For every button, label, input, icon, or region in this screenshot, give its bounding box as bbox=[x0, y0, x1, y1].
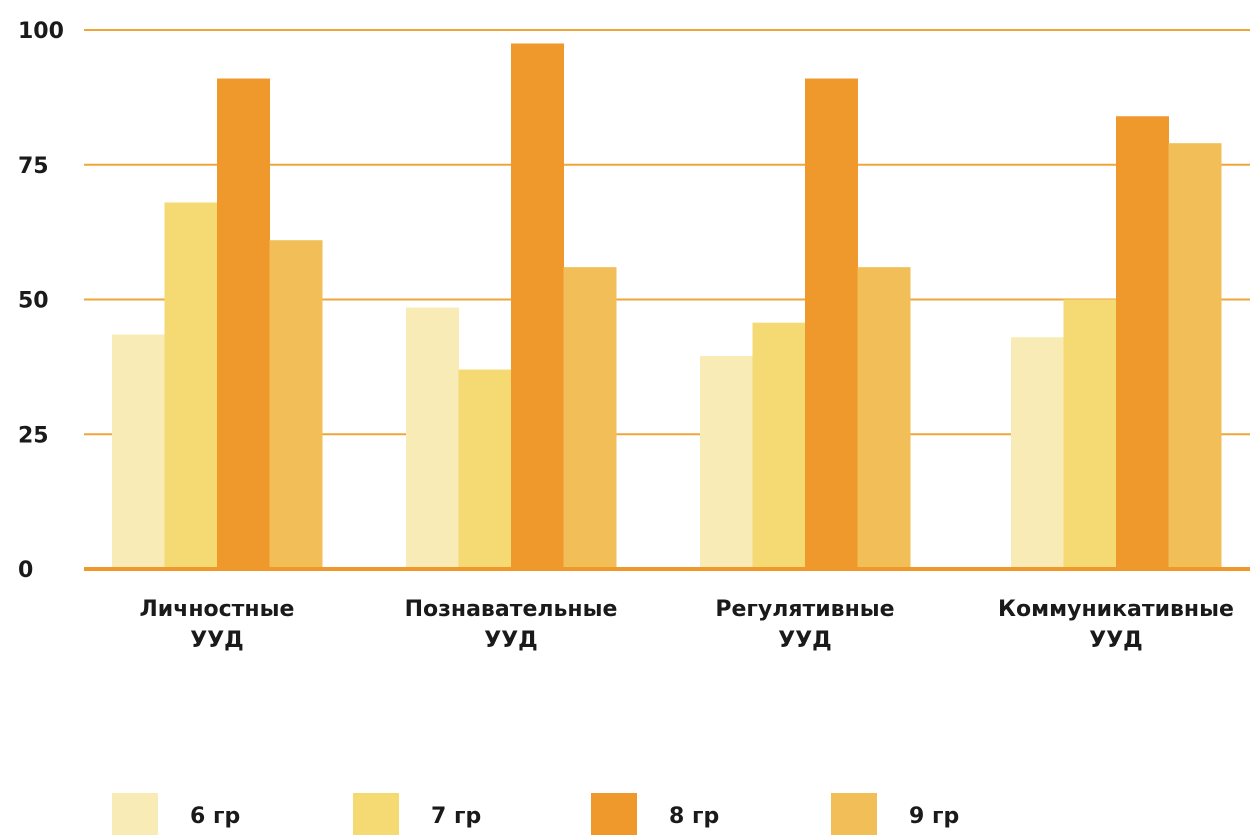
category-label: УУД bbox=[190, 628, 244, 653]
legend-swatch bbox=[112, 793, 158, 835]
y-tick-label: 25 bbox=[18, 423, 49, 448]
legend-item: 8 гр bbox=[591, 793, 719, 835]
y-tick-label: 0 bbox=[18, 558, 33, 583]
y-tick-label: 100 bbox=[18, 19, 64, 44]
bar-2-0 bbox=[217, 78, 270, 569]
bar-1-3 bbox=[1063, 299, 1117, 569]
legend: 6 гр 7 гр 8 гр 9 гр bbox=[112, 793, 959, 835]
bars bbox=[112, 43, 1222, 570]
bar-0-1 bbox=[406, 307, 459, 569]
bar-1-1 bbox=[458, 369, 512, 569]
x-axis-categories: Личностные УУД Познавательные УУД Регулятивн… bbox=[140, 597, 1234, 653]
category-label: Регулятивные bbox=[715, 597, 894, 622]
category-label: Познавательные bbox=[405, 597, 618, 622]
legend-swatch bbox=[591, 793, 637, 835]
category-label: УУД bbox=[1089, 628, 1143, 653]
bar-0-3 bbox=[1011, 337, 1064, 569]
bar-3-0 bbox=[269, 240, 323, 569]
category-label: Коммуникативные bbox=[998, 597, 1234, 622]
legend-item: 9 гр bbox=[831, 793, 959, 835]
y-axis-ticks: 0 25 50 75 100 bbox=[18, 19, 64, 583]
bar-1-0 bbox=[164, 202, 218, 570]
bar-2-2 bbox=[805, 78, 858, 569]
bar-0-2 bbox=[700, 356, 753, 569]
category-label: Личностные bbox=[140, 597, 295, 622]
y-tick-label: 50 bbox=[18, 289, 49, 314]
bar-3-1 bbox=[563, 267, 617, 569]
bar-3-2 bbox=[857, 267, 911, 569]
legend-item: 7 гр bbox=[353, 793, 481, 835]
bar-1-2 bbox=[752, 322, 806, 569]
legend-label: 7 гр bbox=[431, 804, 481, 829]
y-tick-label: 75 bbox=[18, 154, 49, 179]
legend-label: 8 гр bbox=[669, 804, 719, 829]
legend-swatch bbox=[831, 793, 877, 835]
legend-label: 6 гр bbox=[190, 804, 240, 829]
legend-label: 9 гр bbox=[909, 804, 959, 829]
legend-swatch bbox=[353, 793, 399, 835]
bar-3-3 bbox=[1168, 143, 1222, 569]
bar-2-3 bbox=[1116, 116, 1169, 570]
bar-2-1 bbox=[511, 43, 564, 570]
legend-item: 6 гр bbox=[112, 793, 240, 835]
category-label: УУД bbox=[484, 628, 538, 653]
category-label: УУД bbox=[778, 628, 832, 653]
bar-0-0 bbox=[112, 334, 165, 569]
